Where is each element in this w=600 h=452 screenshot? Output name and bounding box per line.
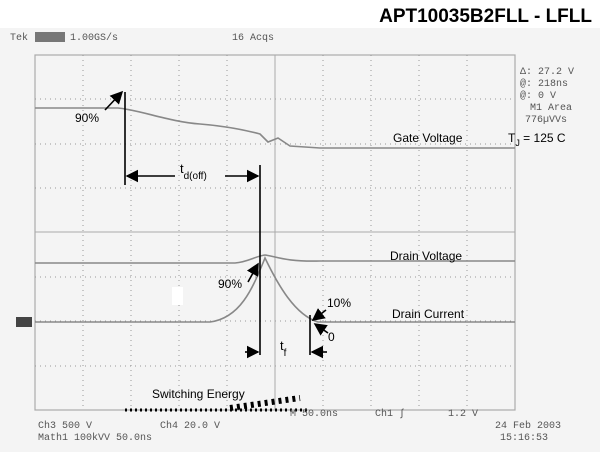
readout: Δ: 27.2 V: [520, 67, 574, 78]
footer-text: Ch1 ∫: [375, 408, 405, 420]
footer-text: Math1 100kVV 50.0ns: [38, 432, 152, 444]
pct-label: 90%: [75, 111, 99, 125]
drain-i-label: Drain Current: [392, 307, 465, 321]
footer-text: Ch3 500 V: [38, 420, 92, 432]
annotations: 90% td(off) Gate Voltage TJ = 125 C Drai…: [75, 90, 566, 401]
run-badge: [35, 32, 65, 42]
blank-patch: [172, 287, 183, 305]
energy-label: Switching Energy: [152, 387, 245, 401]
gate-label: Gate Voltage: [393, 131, 463, 145]
zero-label: 0: [328, 330, 335, 344]
pct-label: 90%: [218, 277, 242, 291]
screen: [0, 28, 600, 452]
readout: @: 0 V: [520, 90, 556, 102]
rate: 1.00GS/s: [70, 32, 118, 44]
readouts: Δ: 27.2 V @: 218ns @: 0 V M1 Area 776µVV…: [520, 67, 574, 126]
footer-text: Ch4 20.0 V: [160, 420, 220, 432]
acqs: 16 Acqs: [232, 33, 274, 44]
footer-text: 15:16:53: [500, 433, 548, 444]
footer-text: 24 Feb 2003: [495, 420, 561, 432]
scope-footer: Ch3 500 V Ch4 20.0 V M 50.0ns Ch1 ∫ 1.2 …: [38, 408, 561, 444]
pct-label: 10%: [327, 296, 351, 310]
ch-marker: [16, 317, 32, 327]
footer-text: 1.2 V: [448, 409, 478, 420]
brand: Tek: [10, 32, 28, 44]
readout: 776µVVs: [525, 115, 567, 126]
td-label: td(off): [180, 161, 207, 182]
tj-label: TJ = 125 C: [508, 131, 566, 148]
readout: M1 Area: [530, 103, 572, 114]
waveforms: [35, 107, 515, 412]
footer-text: M 50.0ns: [290, 409, 338, 420]
readout: @: 218ns: [520, 78, 568, 90]
tf-label: tf: [280, 338, 287, 359]
drain-v-label: Drain Voltage: [390, 249, 462, 263]
title: APT10035B2FLL - LFLL: [379, 6, 592, 27]
